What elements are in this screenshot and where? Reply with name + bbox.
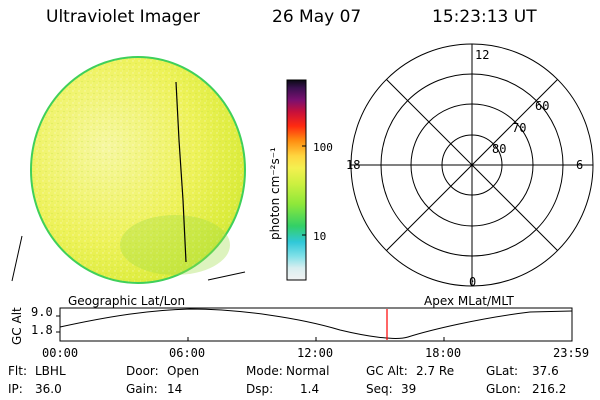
orbit-ylabel: GC Alt (10, 307, 24, 345)
info-seq-value: 39 (401, 382, 417, 396)
colorbar-tick-label: 10 (313, 230, 326, 243)
info-door-label: Door: (126, 364, 159, 378)
info-gain-value: 14 (167, 382, 183, 396)
lat-label-80: 80 (492, 142, 506, 156)
mlt-label-12: 12 (475, 48, 489, 62)
info-ip-value: 36.0 (35, 382, 62, 396)
info-mode-label: Mode: (246, 364, 283, 378)
info-glon-value: 216.2 (532, 382, 567, 396)
info-gcalt-value: 2.7 Re (416, 364, 455, 378)
info-glat-label: GLat: (486, 364, 519, 378)
color-bar (286, 79, 307, 281)
date-label: 26 May 07 (272, 7, 362, 27)
orbit-altitude-plot (56, 307, 573, 342)
mlt-label-18: 18 (346, 158, 360, 172)
limb-mark-left (11, 235, 23, 282)
orbit-xtick: 00:00 (42, 346, 78, 360)
orbit-left-title: Geographic Lat/Lon (68, 294, 185, 308)
info-gcalt-label: GC Alt: (366, 364, 408, 378)
orbit-right-title: Apex MLat/MLT (424, 294, 514, 308)
mlt-label-6: 6 (576, 158, 583, 172)
orbit-ytick: 1.8 (31, 323, 53, 337)
orbit-xtick: 06:00 (169, 346, 205, 360)
info-ip-label: IP: (8, 382, 23, 396)
terminator-line (175, 81, 187, 263)
orbit-ytick: 9.0 (31, 305, 53, 319)
lat-label-60: 60 (535, 99, 549, 113)
uv-disk-image (30, 56, 246, 284)
info-mode-value: Normal (286, 364, 330, 378)
colorbar-label: photon cm⁻²s⁻¹ (268, 147, 282, 240)
time-label: 15:23:13 UT (432, 7, 537, 27)
polar-grid (350, 43, 594, 287)
colorbar-tick-label: 100 (313, 141, 333, 154)
info-glon-label: GLon: (486, 382, 521, 396)
info-gain-label: Gain: (126, 382, 158, 396)
limb-mark-right (207, 271, 246, 281)
info-flt-label: Flt: (8, 364, 27, 378)
info-seq-label: Seq: (366, 382, 393, 396)
orbit-xtick: 23:59 (553, 346, 589, 360)
info-door-value: Open (167, 364, 200, 378)
info-glat-value: 37.6 (532, 364, 559, 378)
info-dsp-value: 1.4 (300, 382, 320, 396)
app-title: Ultraviolet Imager (46, 7, 200, 27)
orbit-xtick: 12:00 (297, 346, 333, 360)
orbit-xtick: 18:00 (425, 346, 461, 360)
info-dsp-label: Dsp: (246, 382, 274, 396)
info-flt-value: LBHL (35, 364, 66, 378)
mlt-label-0: 0 (469, 275, 476, 289)
lat-label-70: 70 (512, 121, 526, 135)
